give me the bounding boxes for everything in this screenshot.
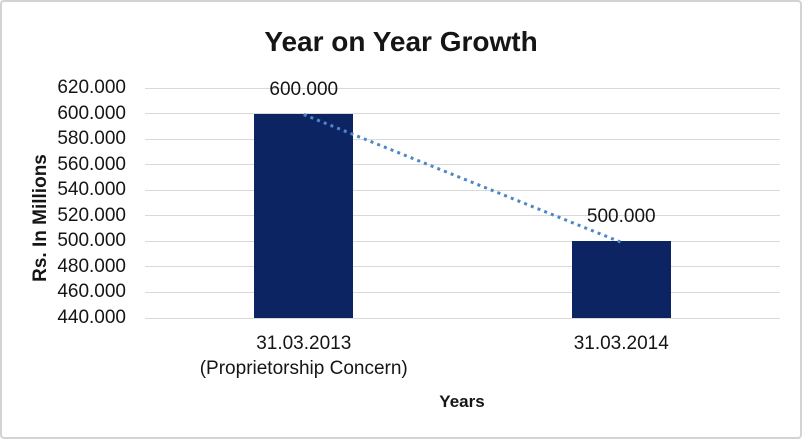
gridline bbox=[145, 164, 780, 166]
x-axis-title: Years bbox=[439, 392, 485, 411]
x-category-label-line: 31.03.2013 bbox=[256, 333, 352, 354]
x-category-label: 31.03.2014 bbox=[481, 331, 761, 356]
bar-data-label: 600.000 bbox=[269, 78, 339, 100]
gridline bbox=[145, 189, 780, 191]
gridline bbox=[145, 138, 780, 140]
y-tick-label: 580.000 bbox=[57, 128, 126, 150]
gridline bbox=[145, 266, 780, 268]
y-tick-label: 480.000 bbox=[57, 255, 126, 277]
gridline bbox=[145, 87, 780, 89]
y-tick-label: 520.000 bbox=[57, 204, 126, 226]
x-category-label-line: 31.03.2014 bbox=[573, 333, 669, 354]
gridline bbox=[145, 291, 780, 293]
gridline bbox=[145, 240, 780, 242]
bar-data-label: 500.000 bbox=[586, 206, 656, 228]
y-tick-label: 620.000 bbox=[57, 77, 126, 98]
y-tick-label: 500.000 bbox=[57, 230, 126, 252]
y-tick-label: 600.000 bbox=[57, 102, 126, 124]
bar bbox=[254, 113, 354, 318]
chart-title: Year on Year Growth bbox=[264, 26, 538, 57]
gridline bbox=[145, 317, 780, 319]
y-tick-label: 440.000 bbox=[57, 307, 126, 328]
y-tick-label: 460.000 bbox=[57, 281, 126, 303]
y-tick-label: 560.000 bbox=[57, 153, 126, 175]
y-tick-label: 540.000 bbox=[57, 179, 126, 201]
gridline bbox=[145, 113, 780, 115]
x-category-label-line: (Proprietorship Concern) bbox=[199, 358, 408, 379]
bar bbox=[571, 241, 671, 318]
x-category-label: 31.03.2013 (Proprietorship Concern) bbox=[164, 331, 444, 381]
